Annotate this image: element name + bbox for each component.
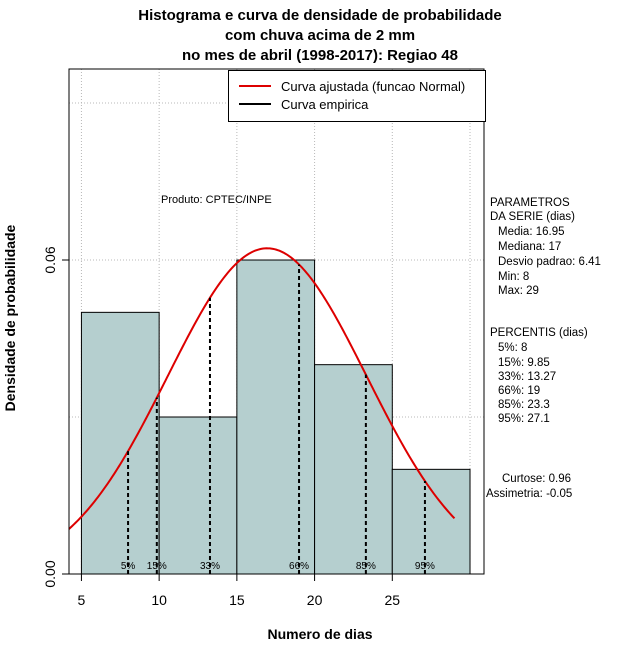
histogram-bar <box>80 311 160 575</box>
histogram-bar <box>158 416 238 575</box>
legend-label-fitted: Curva ajustada (funcao Normal) <box>281 78 466 94</box>
legend-swatch-fitted <box>239 85 271 87</box>
legend-swatch-empirical <box>239 103 271 105</box>
percentile-label: 33% <box>200 561 220 572</box>
y-tick-label: 0.06 <box>42 246 58 273</box>
percentil-66: 66%: 19 <box>498 385 541 397</box>
parametro-max: Max: 29 <box>498 285 539 297</box>
parametro-media: Media: 16.95 <box>498 226 565 238</box>
x-tick-label: 5 <box>78 592 86 608</box>
parametros-heading-2: DA SERIE (dias) <box>490 211 575 223</box>
parametro-desvio: Desvio padrao: 6.41 <box>498 256 601 268</box>
curtose-value: Curtose: 0.96 <box>502 473 572 485</box>
x-tick-label: 25 <box>385 592 401 608</box>
legend-entry-empirical: Curva empirica <box>239 95 368 113</box>
parametros-heading-1: PARAMETROS <box>490 197 570 209</box>
percentis-heading: PERCENTIS (dias) <box>490 327 588 339</box>
histogram-bar <box>236 259 316 575</box>
normal-fit-curve <box>68 247 456 530</box>
percentile-label: 5% <box>121 561 136 572</box>
histogram-bar <box>314 364 393 575</box>
x-axis-label: Numero de dias <box>267 626 373 642</box>
chart-title-line-1: Histograma e curva de densidade de proba… <box>138 7 502 24</box>
parametro-min: Min: 8 <box>498 271 530 283</box>
chart-title-line-3: no mes de abril (1998-2017): Regiao 48 <box>182 47 458 64</box>
produto-credit: Produto: CPTEC/INPE <box>161 194 272 206</box>
y-axis-label: Densidade de probabilidade <box>2 224 18 412</box>
x-tick-label: 15 <box>229 592 245 608</box>
legend-entry-fitted: Curva ajustada (funcao Normal) <box>239 77 465 95</box>
percentil-85: 85%: 23.3 <box>498 399 550 411</box>
percentil-95: 95%: 27.1 <box>498 413 550 425</box>
percentile-label: 66% <box>289 561 309 572</box>
y-tick-label: 0.00 <box>42 560 58 587</box>
chart-legend: Curva ajustada (funcao Normal) Curva emp… <box>228 70 486 122</box>
percentil-15: 15%: 9.85 <box>498 357 550 369</box>
x-tick-label: 10 <box>151 592 167 608</box>
parametro-mediana: Mediana: 17 <box>498 241 562 253</box>
histogram-bar <box>391 468 471 575</box>
percentile-label: 15% <box>147 561 167 572</box>
chart-title-line-2: com chuva acima de 2 mm <box>224 27 416 44</box>
legend-label-empirical: Curva empirica <box>281 96 369 112</box>
percentile-label: 85% <box>356 561 376 572</box>
x-tick-label: 20 <box>307 592 323 608</box>
percentile-label: 95% <box>415 561 435 572</box>
percentil-5: 5%: 8 <box>498 342 528 354</box>
percentil-33: 33%: 13.27 <box>498 371 557 383</box>
assimetria-value: Assimetria: -0.05 <box>486 488 573 500</box>
